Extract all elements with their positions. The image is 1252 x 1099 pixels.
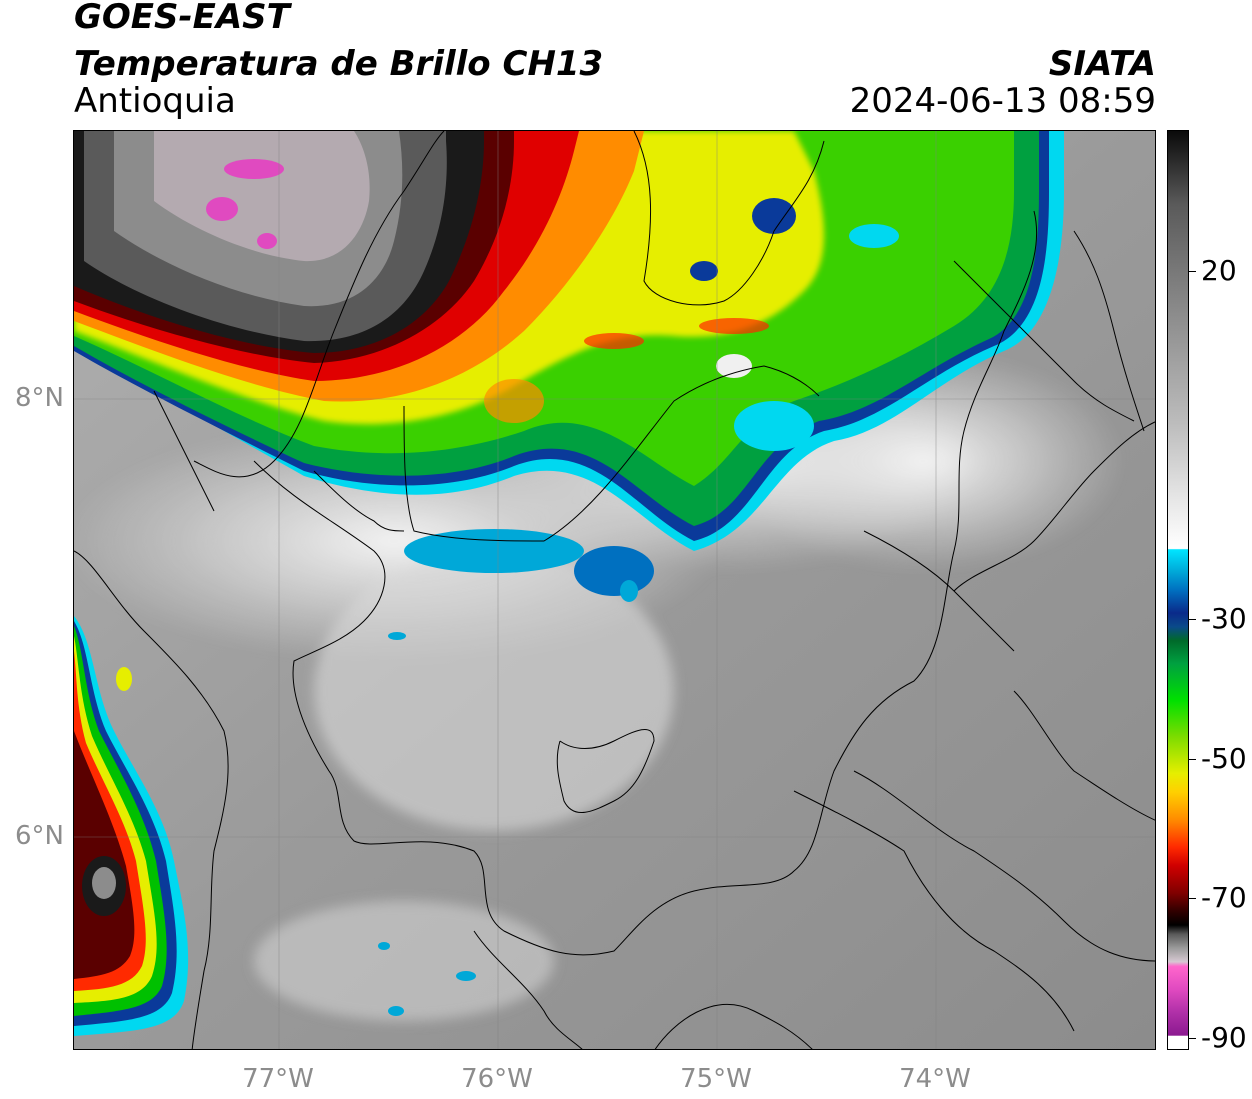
graticule xyxy=(74,131,1155,1049)
lon-label-76w: 76°W xyxy=(461,1064,533,1094)
colorbar-tick xyxy=(1189,619,1196,620)
colorbar-tick xyxy=(1189,1038,1196,1039)
colorbar-tick xyxy=(1189,759,1196,760)
lon-label-77w: 77°W xyxy=(242,1064,314,1094)
lon-label-75w: 75°W xyxy=(680,1064,752,1094)
overshoot-region xyxy=(224,159,284,179)
organization-label: SIATA xyxy=(1048,44,1156,84)
satellite-map[interactable] xyxy=(73,130,1156,1050)
municipal-boundaries xyxy=(74,131,1155,1049)
isolated-cells xyxy=(378,580,638,1016)
colorbar-tick xyxy=(1189,898,1196,899)
temperature-colorbar xyxy=(1167,130,1189,1050)
coastal-convective-cell xyxy=(74,616,189,1036)
colorbar-tick xyxy=(1189,271,1196,272)
satellite-title: GOES-EAST xyxy=(74,0,290,37)
colorbar-label-minus70: -70 xyxy=(1201,881,1247,914)
map-canvas xyxy=(74,131,1155,1049)
lat-label-8n: 8°N xyxy=(15,383,64,413)
datetime-label: 2024-06-13 08:59 xyxy=(849,81,1156,121)
colorbar-label-minus90: -90 xyxy=(1201,1021,1247,1054)
lon-label-74w: 74°W xyxy=(899,1064,971,1094)
colorbar-label-minus30: -30 xyxy=(1201,602,1247,635)
colorbar-label-20: 20 xyxy=(1201,254,1237,287)
region-subtitle: Antioquia xyxy=(74,81,236,121)
colorbar-label-minus50: -50 xyxy=(1201,742,1247,775)
lat-label-6n: 6°N xyxy=(15,821,64,851)
product-title: Temperatura de Brillo CH13 xyxy=(74,44,604,84)
